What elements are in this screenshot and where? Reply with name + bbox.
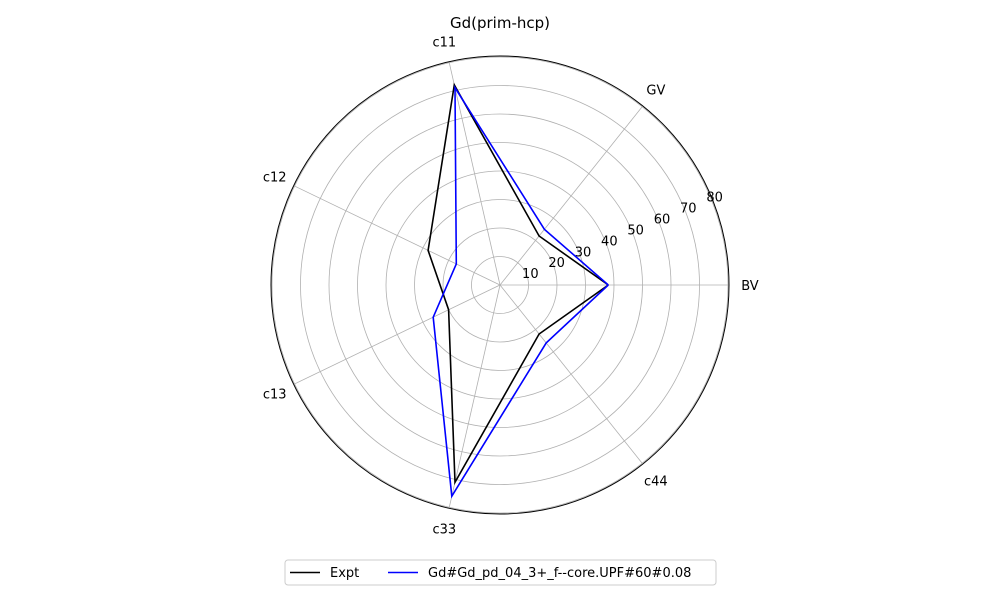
spoke-c13 — [294, 284, 501, 385]
axis-label-c44: c44 — [644, 474, 668, 489]
r-tick-label: 80 — [706, 191, 723, 206]
series-line-1 — [432, 84, 609, 499]
axis-label-BV: BV — [741, 279, 759, 294]
axis-label-c13: c13 — [263, 387, 287, 402]
r-tick-label: 40 — [601, 234, 618, 249]
series-line-0 — [427, 82, 609, 486]
axis-label-c33: c33 — [433, 523, 457, 538]
r-tick-label: 50 — [627, 223, 644, 238]
axis-label-c11: c11 — [433, 35, 457, 50]
legend-label-1: Gd#Gd_pd_04_3+_f--core.UPF#60#0.08 — [428, 566, 691, 581]
legend-label-0: Expt — [330, 566, 359, 581]
axis-labels: BV GV c11 c12 c13 c33 c44 — [263, 35, 759, 537]
r-tick-label: 20 — [548, 256, 565, 271]
spoke-c12 — [294, 185, 501, 286]
spoke-c11 — [448, 62, 501, 286]
r-tick-label: 70 — [680, 202, 697, 217]
spoke-GV — [499, 106, 643, 286]
r-tick-label: 60 — [654, 213, 671, 228]
r-tick-label: 10 — [522, 267, 539, 282]
r-tick-label: 30 — [575, 245, 592, 260]
legend-frame — [284, 559, 717, 586]
chart-title: Gd(prim-hcp) — [450, 14, 550, 32]
series-lines — [427, 82, 609, 499]
axis-label-GV: GV — [646, 84, 665, 99]
legend: Expt Gd#Gd_pd_04_3+_f--core.UPF#60#0.08 — [284, 559, 717, 586]
spoke-c44 — [499, 284, 643, 464]
polar-frame — [270, 55, 730, 515]
axis-label-c12: c12 — [263, 171, 287, 186]
polar-grid: 10 20 30 40 50 60 70 80 — [270, 55, 730, 515]
spoke-c33 — [448, 284, 501, 508]
